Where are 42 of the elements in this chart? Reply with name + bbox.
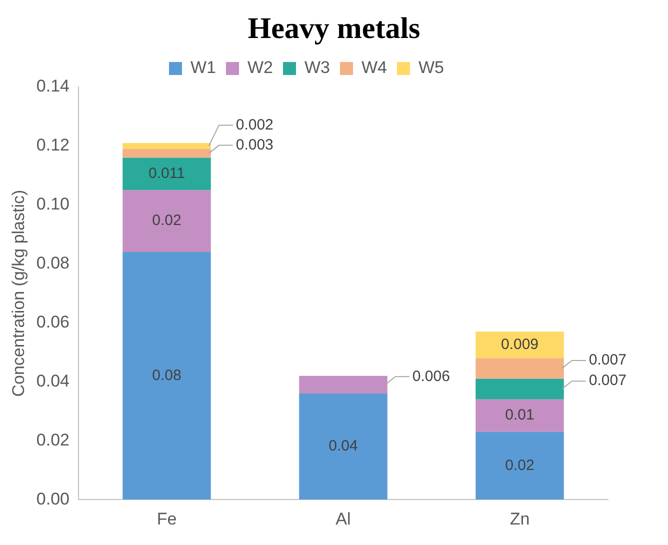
bar xyxy=(476,399,564,432)
x-tick-label: Zn xyxy=(510,509,530,528)
bar xyxy=(476,332,564,358)
legend-label: W2 xyxy=(248,58,273,78)
y-tick-label: 0.06 xyxy=(36,312,70,332)
data-label: 0.01 xyxy=(505,406,534,424)
data-label: 0.011 xyxy=(148,165,185,182)
data-label: 0.007 xyxy=(588,352,626,369)
y-tick-label: 0.00 xyxy=(36,489,70,508)
data-label: 0.007 xyxy=(588,372,626,390)
legend-label: W1 xyxy=(190,58,216,78)
bar xyxy=(122,142,211,149)
bar xyxy=(299,376,388,394)
data-label: 0.08 xyxy=(152,366,182,384)
bar xyxy=(122,158,211,190)
bar xyxy=(476,378,564,400)
data-label: 0.002 xyxy=(236,116,274,134)
bar xyxy=(299,394,388,500)
data-label: 0.009 xyxy=(500,336,539,354)
y-tick-label: 0.08 xyxy=(36,254,70,273)
y-axis-title: Concentration (g/kg plastic) xyxy=(8,190,28,397)
bar xyxy=(122,190,211,252)
bar xyxy=(122,252,211,500)
bar xyxy=(476,432,564,500)
data-label: 0.02 xyxy=(505,456,534,474)
data-label: 0.006 xyxy=(412,368,450,385)
y-tick-label: 0.02 xyxy=(36,430,70,450)
bar xyxy=(122,148,211,158)
y-tick-label: 0.14 xyxy=(36,76,70,96)
data-label: 0.04 xyxy=(328,438,358,455)
bar xyxy=(476,358,564,379)
x-tick-label: Fe xyxy=(156,509,177,528)
chart-title: Heavy metals xyxy=(246,12,422,46)
legend-label: W4 xyxy=(362,58,387,78)
legend-label: W5 xyxy=(418,58,444,78)
x-tick-label: Al xyxy=(336,509,351,528)
y-tick-label: 0.10 xyxy=(36,194,70,214)
y-tick-label: 0.12 xyxy=(36,136,70,155)
legend-label: W3 xyxy=(304,58,330,78)
data-label: 0.003 xyxy=(236,136,274,154)
y-tick-label: 0.04 xyxy=(36,371,70,390)
data-label: 0.02 xyxy=(152,212,182,230)
